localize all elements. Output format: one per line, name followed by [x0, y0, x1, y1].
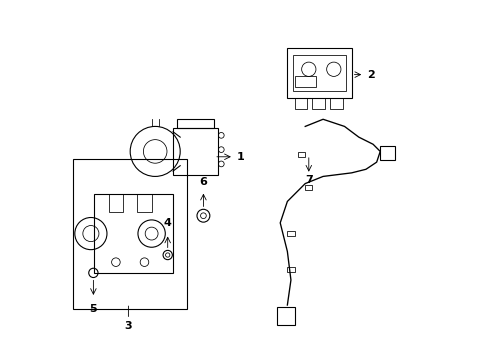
Bar: [380, 146, 394, 160]
Bar: [292, 55, 346, 91]
Bar: [276, 307, 294, 325]
Bar: [312, 98, 324, 109]
Bar: [173, 128, 217, 175]
Bar: [73, 158, 187, 309]
Text: 4: 4: [163, 218, 171, 228]
Text: 2: 2: [366, 69, 374, 80]
Bar: [287, 48, 351, 98]
Bar: [287, 267, 294, 272]
Bar: [108, 194, 123, 212]
Text: 5: 5: [89, 303, 97, 314]
Bar: [305, 185, 312, 190]
Bar: [176, 119, 214, 128]
Bar: [137, 194, 151, 212]
Text: 6: 6: [199, 177, 207, 187]
Bar: [294, 98, 306, 109]
Text: 7: 7: [305, 175, 312, 185]
Bar: [294, 76, 315, 87]
Bar: [298, 153, 305, 157]
Bar: [94, 194, 173, 273]
Bar: [329, 98, 342, 109]
Text: 3: 3: [124, 321, 132, 332]
Bar: [287, 231, 294, 236]
Text: 1: 1: [237, 152, 244, 162]
